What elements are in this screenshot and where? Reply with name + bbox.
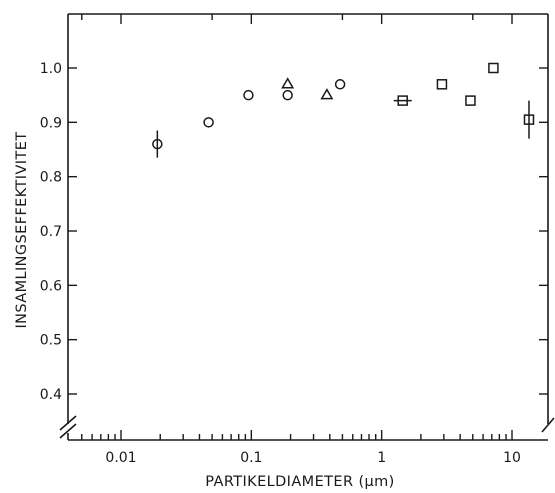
data-point-circle xyxy=(243,89,254,101)
x-tick-label: 10 xyxy=(503,450,521,466)
data-point-square xyxy=(397,95,408,106)
data-markers xyxy=(152,62,535,158)
y-tick-label: 0.8 xyxy=(40,170,62,186)
y-axis-label: INSAMLINGSEFFEKTIVITET xyxy=(14,131,30,328)
y-axis-break-mark xyxy=(59,415,77,431)
x-tick-label: 0.1 xyxy=(240,450,262,466)
data-point-circle xyxy=(152,138,163,150)
data-point-square xyxy=(465,95,476,106)
y-tick-label: 0.5 xyxy=(40,333,62,349)
data-point-circle xyxy=(282,89,293,101)
data-point-circle xyxy=(203,117,214,128)
y-tick-label: 0.9 xyxy=(40,115,62,131)
y-axis-break-mark xyxy=(59,423,77,439)
data-point-square xyxy=(488,62,499,74)
x-tick-label: 1 xyxy=(377,450,386,466)
x-tick-label: 0.01 xyxy=(105,450,136,466)
x-axis-label: PARTIKELDIAMETER (μm) xyxy=(205,474,394,490)
data-point-square xyxy=(523,114,535,125)
right-axis-break-mark xyxy=(541,417,555,433)
axis-ticks: 0.4 0.5 0.6 0.7 0.8 0.9 1.0 0.01 0.1 1 10 xyxy=(40,14,548,466)
data-point-triangle xyxy=(281,77,295,89)
data-point-square xyxy=(436,79,448,90)
data-point-circle xyxy=(334,79,346,90)
y-tick-label: 0.6 xyxy=(40,278,62,294)
y-tick-label: 0.7 xyxy=(40,224,62,240)
plot-axes xyxy=(59,13,555,441)
y-tick-label: 0.4 xyxy=(40,387,62,403)
data-point-triangle xyxy=(320,88,334,100)
y-tick-label: 1.0 xyxy=(40,61,62,77)
